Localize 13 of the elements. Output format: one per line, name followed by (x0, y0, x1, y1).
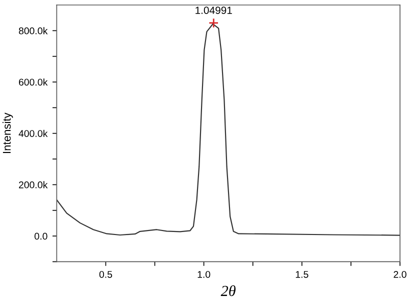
y-tick-label: 800.0k (18, 27, 48, 34)
y-tick-label: 600.0k (18, 78, 48, 86)
y-tick-label: 0.0 (34, 232, 48, 240)
y-axis-title: Intensity (2, 112, 13, 154)
y-tick-label: 400.0k (18, 130, 48, 137)
x-tick-label: 0.5 (99, 270, 112, 278)
line-series (56, 23, 400, 236)
y-tick-label: 200.0k (18, 181, 48, 188)
annotation: 1.04991 (196, 6, 232, 14)
x-axis-title: 2θ (220, 285, 236, 296)
x-tick-label: 1.5 (296, 271, 308, 278)
x-tick-label: 1.0 (198, 270, 210, 278)
x-tick-label: 2.0 (394, 270, 406, 278)
